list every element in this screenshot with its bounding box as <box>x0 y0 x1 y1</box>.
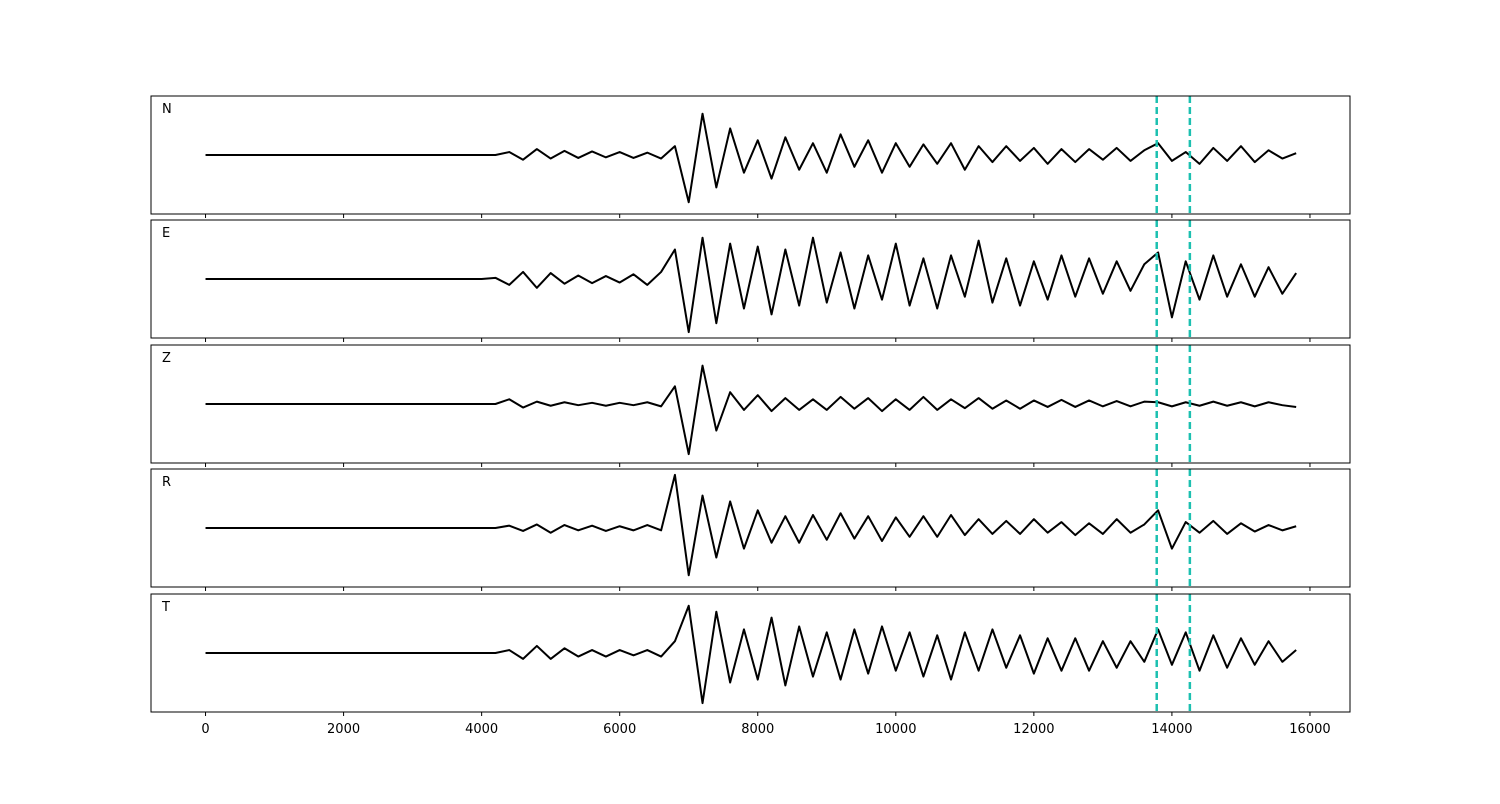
x-tick-label: 6000 <box>603 722 636 737</box>
panel-label: N <box>162 102 172 117</box>
panel-frame <box>150 95 1351 215</box>
x-tick-label: 0 <box>201 722 209 737</box>
panel-frame <box>150 593 1351 713</box>
x-tick-label: 8000 <box>741 722 774 737</box>
x-tick-label: 2000 <box>327 722 360 737</box>
panel-frame <box>150 219 1351 339</box>
panel-frame <box>150 344 1351 464</box>
x-tick-label: 4000 <box>465 722 498 737</box>
panel-frame <box>150 468 1351 588</box>
panel-label: Z <box>162 351 171 366</box>
x-tick-label: 14000 <box>1151 722 1192 737</box>
x-tick-label: 16000 <box>1289 722 1330 737</box>
panel-label: R <box>162 475 171 490</box>
trace <box>205 236 1297 334</box>
x-tick-label: 10000 <box>875 722 916 737</box>
panel-label: E <box>162 226 170 241</box>
trace <box>205 604 1297 705</box>
trace <box>205 473 1297 577</box>
trace <box>205 364 1297 456</box>
x-tick-label: 12000 <box>1013 722 1054 737</box>
panel-label: T <box>161 600 170 615</box>
trace <box>205 112 1297 204</box>
